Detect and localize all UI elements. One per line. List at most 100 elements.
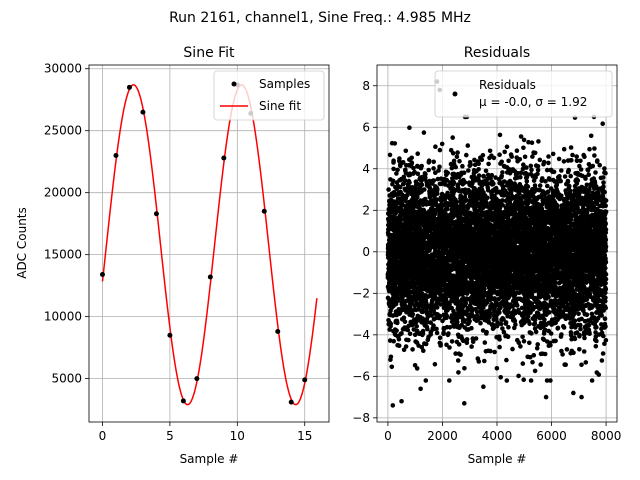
residual-point bbox=[420, 202, 426, 207]
sine-fit-marks bbox=[99, 82, 318, 406]
residual-point bbox=[454, 199, 459, 205]
residual-point bbox=[435, 187, 440, 192]
residual-point bbox=[414, 324, 420, 329]
residual-point bbox=[445, 170, 451, 176]
sample-point bbox=[113, 152, 119, 158]
sine-fit-frame bbox=[88, 64, 330, 423]
residual-point bbox=[510, 346, 515, 352]
residual-point bbox=[462, 180, 468, 185]
residual-point bbox=[450, 135, 456, 140]
residual-point bbox=[518, 344, 523, 349]
residual-point bbox=[460, 163, 465, 169]
residual-point bbox=[438, 176, 444, 181]
residuals-subplot: Residuals 0 2000 4000 6000 8000−8−6−4−202468… bbox=[352, 45, 621, 466]
residual-point bbox=[391, 158, 396, 163]
sine-fit-title: Sine Fit bbox=[183, 45, 235, 61]
residual-point bbox=[449, 165, 455, 171]
residual-point bbox=[423, 378, 429, 383]
residual-point bbox=[395, 167, 400, 173]
residual-point bbox=[462, 318, 467, 323]
y-tick-label: 5000 bbox=[51, 372, 82, 386]
residual-point bbox=[390, 178, 396, 184]
residual-point bbox=[419, 163, 425, 169]
y-tick-label: 15000 bbox=[44, 248, 82, 262]
sample-point bbox=[126, 84, 132, 90]
residual-point bbox=[392, 141, 398, 146]
residual-point bbox=[469, 344, 474, 349]
residual-point bbox=[396, 337, 402, 342]
residual-point bbox=[434, 330, 440, 336]
residual-point bbox=[401, 347, 407, 353]
residual-point bbox=[428, 320, 434, 325]
residual-point bbox=[514, 303, 520, 308]
residual-point bbox=[422, 187, 427, 192]
residual-point bbox=[476, 173, 482, 178]
sample-point bbox=[288, 399, 294, 405]
residual-point bbox=[387, 152, 393, 158]
residual-point bbox=[434, 197, 440, 202]
residual-point bbox=[464, 152, 469, 158]
residual-point bbox=[431, 159, 437, 165]
residual-point bbox=[415, 194, 420, 200]
residual-point bbox=[389, 364, 395, 370]
residual-point bbox=[413, 186, 418, 192]
residual-point bbox=[480, 153, 486, 158]
sample-point bbox=[153, 211, 159, 217]
residual-point bbox=[489, 172, 495, 178]
legend-sine-fit-label: Sine fit bbox=[259, 99, 301, 113]
residual-point bbox=[426, 167, 432, 173]
residual-point bbox=[441, 331, 446, 337]
residual-point bbox=[497, 132, 503, 138]
residual-point bbox=[450, 151, 456, 156]
residual-point bbox=[469, 325, 474, 331]
residual-point bbox=[437, 164, 442, 170]
residual-point bbox=[482, 358, 487, 364]
residual-point bbox=[488, 348, 493, 354]
sine-fit-curve bbox=[101, 84, 318, 406]
sample-point bbox=[275, 329, 281, 335]
residual-point bbox=[432, 362, 438, 367]
y-tick-label: 25000 bbox=[44, 124, 82, 138]
residual-point bbox=[399, 331, 404, 336]
residual-point bbox=[411, 165, 416, 171]
sine-fit-subplot: Sine Fit 0 5 10 155000100001500020000250003… bbox=[15, 45, 330, 466]
residual-point bbox=[431, 166, 436, 171]
residual-point bbox=[407, 180, 412, 185]
residual-point bbox=[391, 166, 396, 172]
residual-point bbox=[410, 311, 416, 317]
residual-point bbox=[434, 305, 440, 310]
residual-point bbox=[456, 342, 462, 347]
residual-point bbox=[415, 151, 421, 156]
residual-point bbox=[504, 144, 510, 150]
sample-point bbox=[194, 376, 200, 382]
residual-point bbox=[486, 161, 491, 167]
y-tick-label: 20000 bbox=[44, 186, 82, 200]
residual-point bbox=[467, 318, 472, 324]
residual-point bbox=[513, 322, 518, 327]
residual-point bbox=[463, 301, 469, 306]
residual-point bbox=[446, 278, 451, 283]
residual-point bbox=[491, 155, 497, 161]
residual-point bbox=[476, 359, 482, 364]
residual-point bbox=[437, 335, 443, 341]
residual-point bbox=[401, 174, 407, 180]
residual-point bbox=[497, 310, 502, 315]
residual-point bbox=[421, 348, 426, 354]
residual-point bbox=[419, 344, 425, 350]
residual-point bbox=[386, 187, 391, 192]
residual-point bbox=[461, 170, 467, 175]
sample-point bbox=[207, 274, 213, 280]
residual-point bbox=[487, 148, 493, 154]
residual-point bbox=[394, 171, 399, 176]
residual-point bbox=[423, 341, 429, 347]
residual-point bbox=[419, 182, 425, 188]
residual-point bbox=[436, 168, 441, 173]
sample-point bbox=[99, 271, 105, 277]
residual-point bbox=[404, 309, 409, 315]
residual-point bbox=[388, 321, 394, 327]
residual-point bbox=[398, 216, 403, 222]
sine-fit-legend: Samples Sine fit bbox=[213, 70, 325, 121]
residual-point bbox=[484, 329, 489, 335]
residuals-marks bbox=[385, 79, 609, 408]
